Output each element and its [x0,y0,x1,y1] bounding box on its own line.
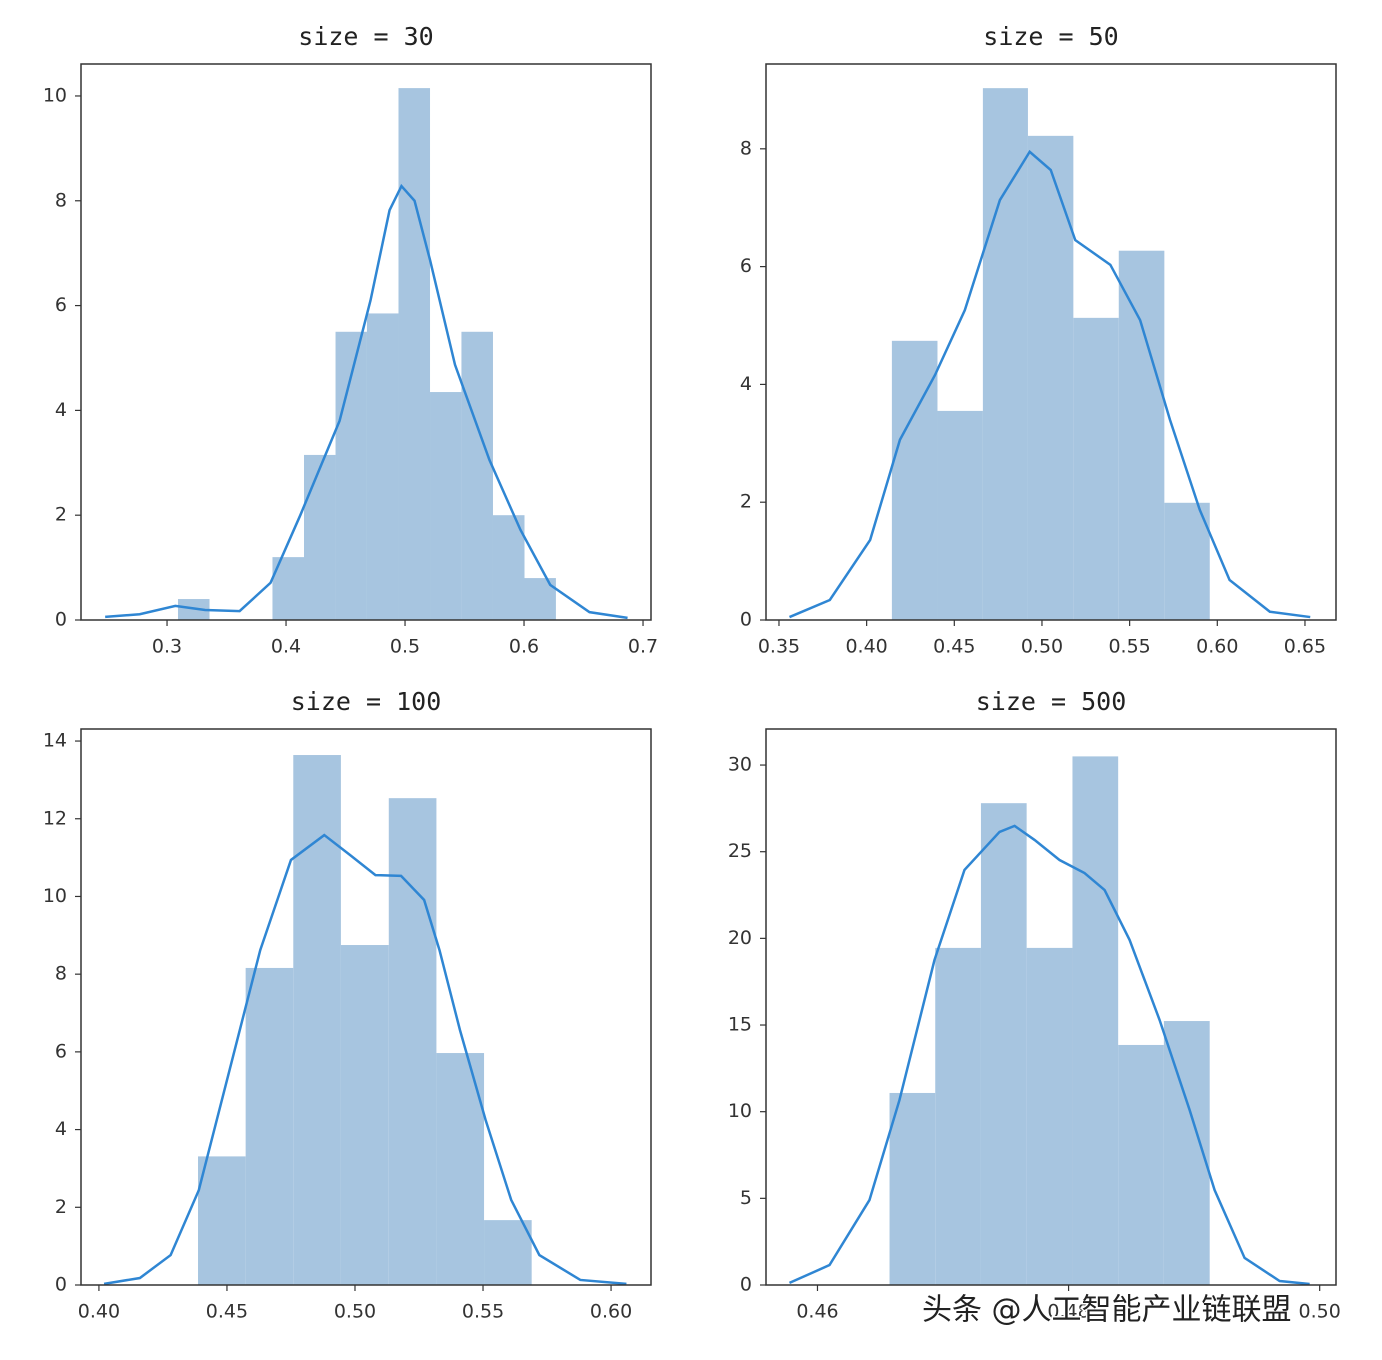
y-tick-label: 14 [43,730,67,752]
x-tick-label: 0.46 [796,1301,838,1323]
histogram-bar [484,1220,532,1285]
chart-title: size = 500 [976,687,1127,716]
kde-line [789,149,1311,619]
x-tick-label: 0.45 [933,636,975,658]
y-tick-label: 20 [728,927,752,949]
plot-frame [765,728,1337,1286]
x-tick-label: 0.5 [390,636,420,658]
chart-title: size = 30 [298,22,433,51]
y-tick-label: 0 [55,609,67,631]
kde-line [103,833,627,1286]
x-tick-label: 0.3 [152,636,182,658]
x-tick-label: 0.50 [1299,1301,1341,1323]
y-tick-label: 2 [740,491,752,513]
y-tick-label: 8 [740,137,752,159]
y-tick-label: 2 [55,504,67,526]
y-tick-label: 0 [740,609,752,631]
y-tick-label: 6 [740,255,752,277]
x-tick-label: 0.65 [1284,636,1326,658]
y-tick-label: 10 [43,885,67,907]
x-tick-label: 0.35 [758,636,800,658]
plot-frame [765,63,1337,621]
histogram-bar [891,340,938,620]
histogram-bar [388,798,437,1285]
y-tick-label: 2 [55,1196,67,1218]
histogram-bar [340,945,389,1285]
x-tick-label: 0.60 [1196,636,1238,658]
histogram-bar [366,313,399,620]
kde-line [105,183,628,620]
chart-title: size = 100 [291,687,442,716]
histogram-bar [436,1053,485,1285]
histogram-bar [1118,1044,1164,1285]
y-tick-label: 6 [55,1040,67,1062]
plot-frame [80,728,652,1286]
y-tick-label: 30 [728,754,752,776]
y-tick-label: 6 [55,294,67,316]
y-tick-label: 4 [740,373,752,395]
histogram-bar [1072,756,1119,1285]
histogram-bar [982,88,1028,620]
plot-frame [80,63,652,621]
x-tick-label: 0.40 [78,1301,120,1323]
histogram-bar [1027,135,1074,620]
histogram-bar [461,331,493,620]
y-tick-label: 25 [728,840,752,862]
y-tick-label: 12 [43,807,67,829]
histogram-bar [198,1156,246,1285]
histogram-bar [430,392,462,620]
histogram-bar [937,410,983,620]
x-tick-label: 0.48 [1047,1301,1089,1323]
histogram-bar [1073,317,1119,620]
histogram-bar [980,803,1027,1285]
x-tick-label: 0.6 [509,636,539,658]
y-tick-label: 8 [55,189,67,211]
histogram-bar [245,967,294,1285]
y-tick-label: 5 [740,1187,752,1209]
histogram-bar [1164,502,1210,620]
x-tick-label: 0.55 [462,1301,504,1323]
kde-line [788,824,1310,1286]
histogram-bar [398,88,431,620]
y-tick-label: 4 [55,399,67,421]
watermark: 头条 @人工智能产业链联盟 [922,1293,1292,1328]
y-tick-label: 10 [43,84,67,106]
y-tick-label: 15 [728,1014,752,1036]
y-tick-label: 10 [728,1100,752,1122]
x-tick-label: 0.50 [1021,636,1063,658]
y-tick-label: 0 [740,1274,752,1296]
histogram-bar [1026,947,1073,1285]
x-tick-label: 0.45 [206,1301,248,1323]
histogram-bar [293,755,341,1285]
y-tick-label: 4 [55,1118,67,1140]
histogram-bar [492,515,525,620]
histogram-bar [935,947,981,1285]
y-tick-label: 8 [55,963,67,985]
chart-title: size = 50 [983,22,1118,51]
y-tick-label: 0 [55,1274,67,1296]
x-tick-label: 0.7 [628,636,658,658]
histogram-bar [304,454,336,620]
x-tick-label: 0.40 [845,636,887,658]
histogram-bar [889,1092,936,1285]
histogram-bar [1118,250,1165,620]
x-tick-label: 0.60 [590,1301,632,1323]
x-tick-label: 0.55 [1108,636,1150,658]
x-tick-label: 0.4 [271,636,301,658]
x-tick-label: 0.50 [334,1301,376,1323]
